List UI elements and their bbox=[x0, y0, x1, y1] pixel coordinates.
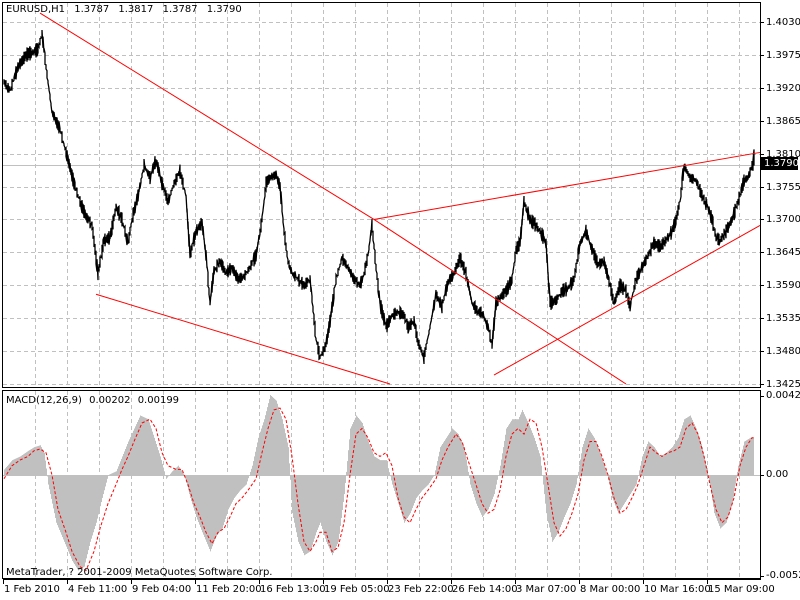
macd-axis-label: 0.00425 bbox=[766, 390, 800, 401]
time-axis-label: 9 Feb 04:00 bbox=[132, 584, 192, 595]
ohlc-open: 1.3787 bbox=[74, 4, 110, 15]
time-axis-label: 4 Feb 11:00 bbox=[68, 584, 128, 595]
time-axis-label: 19 Feb 05:00 bbox=[324, 584, 390, 595]
price-axis-label: 1.3535 bbox=[766, 312, 800, 324]
time-axis-label: 23 Feb 22:00 bbox=[388, 584, 454, 595]
trendline[interactable] bbox=[373, 151, 761, 220]
price-axis-label: 1.3480 bbox=[766, 345, 800, 357]
copyright-text: MetaTrader, ? 2001-2009 MetaQuotes Softw… bbox=[6, 567, 273, 578]
trendline[interactable] bbox=[373, 219, 627, 385]
price-axis-label: 1.3810 bbox=[766, 148, 800, 160]
price-axis-label: 1.3700 bbox=[766, 213, 800, 225]
ohlc-close: 1.3790 bbox=[206, 4, 242, 15]
time-axis-label: 8 Mar 00:00 bbox=[580, 584, 641, 595]
price-axis-label: 1.3645 bbox=[766, 246, 800, 258]
price-axis-label: 1.4030 bbox=[766, 16, 800, 28]
macd-header: MACD(12,26,9) 0.00202 0.00199 bbox=[6, 395, 183, 407]
macd-title: MACD(12,26,9) bbox=[6, 395, 82, 406]
chart-header: EURUSD,H1 1.3787 1.3817 1.3787 1.3790 bbox=[6, 4, 248, 16]
trendlines[interactable] bbox=[39, 12, 761, 385]
time-axis-label: 10 Mar 16:00 bbox=[644, 584, 711, 595]
macd-pane-frame bbox=[2, 390, 761, 579]
price-axis-label: 1.3865 bbox=[766, 115, 800, 127]
trendline[interactable] bbox=[493, 225, 761, 376]
time-axis-label: 11 Feb 20:00 bbox=[196, 584, 262, 595]
macd-signal-value: 0.00199 bbox=[137, 395, 180, 406]
macd-signal-line bbox=[3, 407, 754, 572]
macd-axis-label: -0.00529 bbox=[766, 570, 800, 581]
time-axis-label: 1 Feb 2010 bbox=[4, 584, 60, 595]
current-price-label: 1.3790 bbox=[761, 157, 799, 170]
trendline[interactable] bbox=[95, 293, 391, 385]
trendline[interactable] bbox=[39, 12, 375, 220]
price-line bbox=[3, 29, 755, 365]
ohlc-high: 1.3817 bbox=[118, 4, 154, 15]
macd-histogram bbox=[3, 395, 760, 571]
time-axis-label: 16 Feb 13:00 bbox=[260, 584, 326, 595]
time-axis-label: 3 Mar 07:00 bbox=[516, 584, 577, 595]
axis-ticks bbox=[3, 22, 764, 584]
price-axis-label: 1.3755 bbox=[766, 181, 800, 193]
price-axis-label: 1.3975 bbox=[766, 49, 800, 61]
macd-axis-label: 0.00 bbox=[766, 469, 789, 480]
symbol-timeframe: EURUSD,H1 bbox=[6, 4, 66, 15]
price-pane-frame bbox=[2, 2, 761, 388]
macd-main-value: 0.00202 bbox=[89, 395, 131, 406]
price-axis-label: 1.3425 bbox=[766, 378, 800, 390]
price-grid bbox=[3, 3, 760, 387]
price-axis-label: 1.3920 bbox=[766, 82, 800, 94]
price-axis-label: 1.3590 bbox=[766, 279, 800, 291]
ohlc-low: 1.3787 bbox=[162, 4, 198, 15]
time-axis-label: 26 Feb 14:00 bbox=[452, 584, 518, 595]
time-axis-label: 15 Mar 09:00 bbox=[708, 584, 775, 595]
